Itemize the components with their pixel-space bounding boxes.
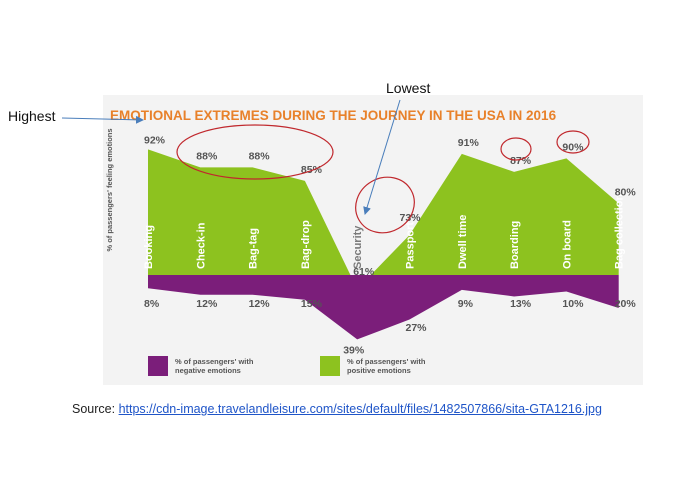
highlight-ellipse-bag-group (176, 124, 334, 180)
category-label: Dwell time (457, 215, 469, 269)
category-layer: Booking Check-in Bag-tag Bag-drop Security Pa… (143, 194, 626, 269)
legend-label: % of passengers' with (347, 357, 426, 366)
source-link[interactable]: https://cdn-image.travelandleisure.com/s… (118, 402, 602, 416)
positive-data-label: 92% (144, 134, 166, 146)
legend-label-line2: negative emotions (175, 366, 241, 375)
legend-swatch (148, 356, 168, 376)
highest-arrow (61, 115, 144, 124)
lowest-arrow (363, 99, 401, 215)
data-label-layer: 92%88% 88%85%61%73%91%87%90%80%8% 12% 12% 15… (144, 134, 636, 356)
negative-data-label: 8% (144, 298, 160, 310)
positive-data-label: 87% (510, 155, 532, 167)
category-label: Booking (143, 225, 155, 269)
legend-label: % of passengers' with (175, 357, 254, 366)
positive-data-label: 80% (615, 186, 637, 198)
legend-swatch (320, 356, 340, 376)
highest-callout: Highest (8, 108, 56, 124)
category-label: Bag collection (614, 194, 626, 269)
highlight-ellipse-security-passport (355, 176, 415, 234)
category-label: Bag-tag (248, 228, 260, 269)
positive-data-label: 88% (249, 150, 271, 162)
negative-data-label: 10% (562, 298, 584, 310)
category-label: Passport (405, 222, 417, 269)
positive-data-label: 88% (196, 150, 218, 162)
negative-data-label: 15% (301, 298, 323, 310)
lowest-callout: Lowest (386, 80, 431, 96)
positive-data-label: 90% (562, 141, 584, 153)
area-layer (148, 149, 619, 340)
source-line: Source: https://cdn-image.travelandleisu… (72, 402, 602, 416)
category-label: On board (561, 220, 573, 269)
negative-data-label: 12% (196, 298, 218, 310)
y-axis-label-text: % of passengers' feeling emotions (105, 128, 114, 251)
negative-data-label: 39% (343, 344, 365, 356)
category-label: Boarding (509, 221, 521, 269)
negative-data-label: 9% (458, 298, 474, 310)
highlight-ellipse-boarding (500, 137, 532, 161)
positive-emotions-area (148, 149, 619, 290)
negative-data-label: 20% (615, 298, 637, 310)
annotation-layer (61, 99, 401, 215)
category-label: Security (352, 225, 364, 269)
category-label: Check-in (195, 222, 207, 269)
legend-label-line2: positive emotions (347, 366, 411, 375)
negative-data-label: 12% (249, 298, 271, 310)
positive-data-label: 61% (353, 266, 375, 278)
positive-data-label: 91% (458, 137, 480, 149)
highlight-ellipse-on-board (556, 130, 590, 154)
negative-data-label: 27% (406, 322, 428, 334)
source-label: Source: (72, 402, 116, 416)
negative-data-label: 13% (510, 298, 532, 310)
y-axis-label: % of passengers' feeling emotions (105, 128, 114, 251)
positive-data-label: 73% (400, 212, 422, 224)
negative-emotions-area (148, 275, 619, 340)
category-label: Bag-drop (300, 220, 312, 269)
highlight-layer (176, 124, 590, 234)
chart-title: EMOTIONAL EXTREMES DURING THE JOURNEY IN… (110, 108, 557, 123)
